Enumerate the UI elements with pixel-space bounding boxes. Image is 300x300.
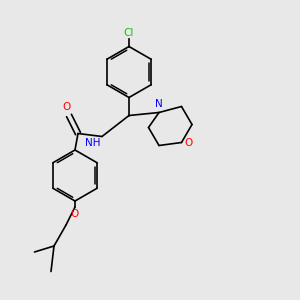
Text: Cl: Cl	[124, 28, 134, 38]
Text: NH: NH	[85, 138, 100, 148]
Text: O: O	[62, 102, 71, 112]
Text: N: N	[155, 99, 163, 109]
Text: O: O	[71, 209, 79, 219]
Text: O: O	[184, 137, 193, 148]
